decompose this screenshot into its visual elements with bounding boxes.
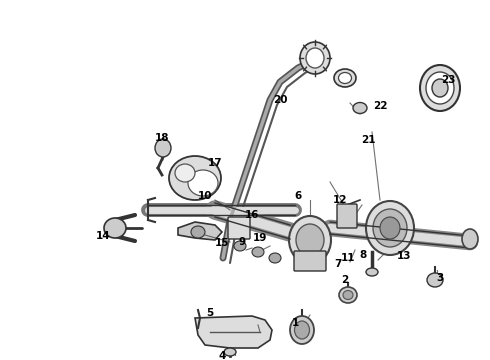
Text: 17: 17 — [208, 158, 222, 168]
Polygon shape — [178, 222, 222, 240]
Ellipse shape — [353, 103, 367, 113]
Text: 10: 10 — [198, 191, 212, 201]
Text: 11: 11 — [341, 253, 355, 263]
Polygon shape — [195, 316, 272, 348]
Ellipse shape — [155, 139, 171, 157]
Ellipse shape — [366, 268, 378, 276]
Text: 13: 13 — [397, 251, 411, 261]
Ellipse shape — [373, 209, 407, 247]
Ellipse shape — [290, 316, 314, 344]
Ellipse shape — [175, 164, 195, 182]
Text: 20: 20 — [273, 95, 287, 105]
Text: 9: 9 — [239, 237, 245, 247]
Text: 23: 23 — [441, 75, 455, 85]
Ellipse shape — [300, 42, 330, 74]
Text: 7: 7 — [334, 259, 342, 269]
Ellipse shape — [191, 226, 205, 238]
Text: 18: 18 — [155, 133, 169, 143]
Text: 22: 22 — [373, 101, 387, 111]
Ellipse shape — [234, 241, 246, 251]
Ellipse shape — [252, 247, 264, 257]
Ellipse shape — [420, 65, 460, 111]
Ellipse shape — [188, 170, 218, 196]
FancyBboxPatch shape — [337, 204, 357, 228]
Text: 19: 19 — [253, 233, 267, 243]
Ellipse shape — [339, 72, 351, 84]
Ellipse shape — [380, 217, 400, 239]
Ellipse shape — [306, 48, 324, 68]
Ellipse shape — [104, 218, 126, 238]
Text: 14: 14 — [96, 231, 110, 241]
Ellipse shape — [294, 321, 310, 339]
Ellipse shape — [343, 291, 353, 300]
Ellipse shape — [224, 348, 236, 356]
Text: 15: 15 — [215, 238, 229, 248]
Ellipse shape — [289, 216, 331, 264]
Ellipse shape — [427, 273, 443, 287]
Ellipse shape — [366, 201, 414, 255]
Ellipse shape — [426, 72, 454, 104]
Text: 3: 3 — [437, 273, 443, 283]
Ellipse shape — [334, 69, 356, 87]
Text: 1: 1 — [292, 318, 298, 328]
FancyBboxPatch shape — [294, 251, 326, 271]
Ellipse shape — [169, 156, 221, 200]
Text: 12: 12 — [333, 195, 347, 205]
Ellipse shape — [462, 229, 478, 249]
Text: 4: 4 — [219, 351, 226, 360]
Text: 16: 16 — [245, 210, 259, 220]
Text: 2: 2 — [342, 275, 348, 285]
Text: 21: 21 — [361, 135, 375, 145]
Text: 6: 6 — [294, 191, 302, 201]
FancyBboxPatch shape — [228, 217, 250, 239]
Ellipse shape — [296, 224, 324, 256]
Text: 5: 5 — [206, 308, 214, 318]
Text: 8: 8 — [359, 250, 367, 260]
Ellipse shape — [432, 79, 448, 97]
Ellipse shape — [339, 287, 357, 303]
Ellipse shape — [269, 253, 281, 263]
